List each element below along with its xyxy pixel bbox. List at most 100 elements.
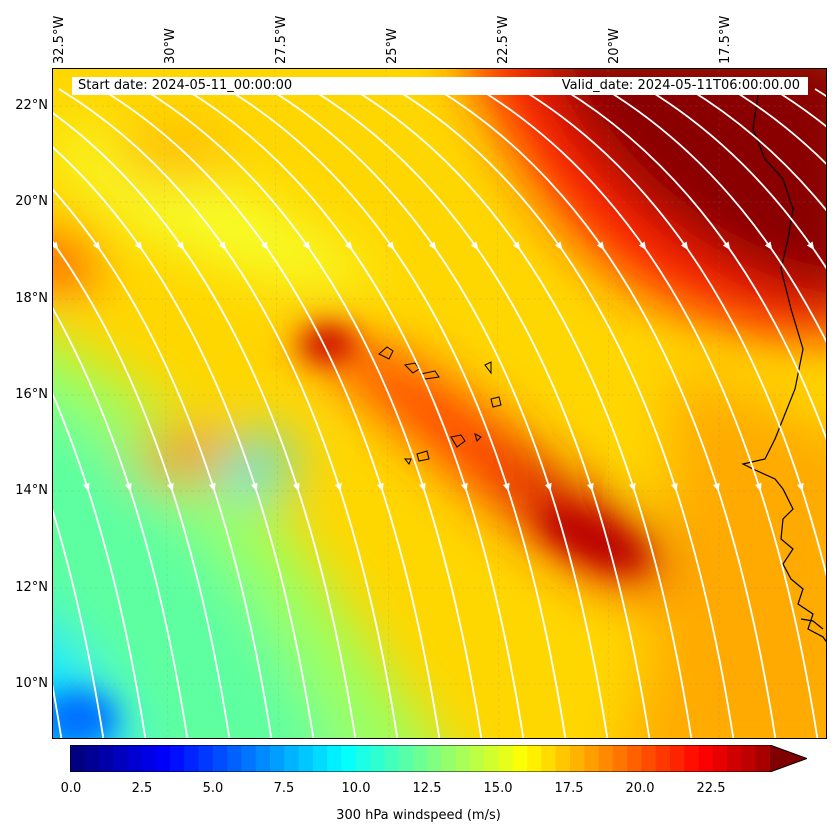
colorbar-cell [641,745,657,772]
lat-label: 16°N [15,387,48,402]
colorbar-cell [512,745,528,772]
colorbar-cell [70,745,85,772]
lon-label: 30°W [163,28,178,64]
colorbar-cell [698,745,714,772]
colorbar-tick: 20.0 [625,781,655,796]
streamline-arrow [460,482,468,492]
streamline-arrow [250,482,258,492]
streamline-arrow [82,482,90,492]
streamline [310,88,651,738]
colorbar-cell [170,745,185,772]
streamline-arrow [53,241,59,251]
lat-label: 20°N [15,194,48,209]
streamline-arrow [806,241,815,251]
streamline-arrow [754,482,762,492]
lon-label: 22.5°W [496,15,511,64]
colorbar-cell [455,745,471,772]
colorbar-cell [327,745,343,772]
colorbar-cell [341,745,357,772]
streamline-arrow [712,482,720,492]
lon-label: 32.5°W [52,15,67,64]
streamlines [53,88,826,738]
lat-label: 18°N [15,291,48,306]
colorbar-tick: 7.5 [273,781,295,796]
lat-label: 12°N [15,580,48,595]
colorbar-cell [527,745,543,772]
streamline-arrow [512,241,521,251]
colorbar-cell [127,745,143,772]
colorbar-cell [627,745,643,772]
colorbar-cell [670,745,685,772]
colorbar-cell [712,745,728,772]
streamline [53,307,189,738]
colorbar-cell [684,745,700,772]
lon-label: 27.5°W [274,15,289,64]
lat-label: 14°N [15,483,48,498]
streamline-arrow [670,482,678,492]
colorbar-cell [198,745,214,772]
lat-label: 22°N [15,98,48,113]
colorbar-cell [241,745,257,772]
lon-label: 17.5°W [718,15,733,64]
streamline-arrow [92,241,101,251]
streamline [58,88,399,738]
colorbar-tick: 10.0 [341,781,371,796]
colorbar-cell [441,745,457,772]
streamline-arrow [596,241,605,251]
colorbar-cell [255,745,271,772]
colorbar-cell [155,745,171,772]
colorbar-cell [284,745,300,772]
lat-label: 10°N [15,676,48,691]
streamline-arrow [428,241,437,251]
streamline [562,88,826,441]
streamline-arrow [586,482,594,492]
streamline [53,188,273,738]
streamline-arrow [502,482,510,492]
streamline [142,88,483,738]
streamline [646,88,826,270]
colorbar-cell [570,745,585,772]
streamline-arrow [418,482,426,492]
streamline-arrow [334,482,342,492]
colorbar-cell [555,745,571,772]
colorbar-cell [755,745,771,772]
colorbar-cell [112,745,128,772]
colorbar-cell [655,745,671,772]
streamline [730,88,826,165]
streamline [268,88,609,738]
streamline-arrow [376,482,384,492]
streamline [394,88,735,738]
colorbar-cell [212,745,228,772]
colorbar-cell [470,745,485,772]
colorbar-tick: 15.0 [483,781,513,796]
windspeed-field [53,69,826,738]
streamline-arrow [764,241,773,251]
lon-label: 20°W [607,28,622,64]
streamline [352,88,693,738]
streamline-arrow [260,241,269,251]
streamline [604,88,826,344]
colorbar-cell [384,745,400,772]
streamline-arrow [722,241,731,251]
map-title-bar: Start date: 2024-05-11_00:00:00 Valid_da… [72,77,808,95]
colorbar-cell [612,745,628,772]
colorbar-cell [98,745,114,772]
colorbar-label: 300 hPa windspeed (m/s) [336,808,501,823]
colorbar-extend-arrow [770,745,807,772]
streamline [100,88,441,738]
colorbar-cell [227,745,243,772]
streamline [53,392,147,738]
colorbar-cell [427,745,443,772]
streamline-arrow [680,241,689,251]
streamline-arrow [292,482,300,492]
colorbar-cell [541,745,557,772]
streamline-arrow [176,241,185,251]
start-date-label: Start date: 2024-05-11_00:00:00 [78,78,293,93]
streamline [478,88,819,738]
lon-label: 25°W [385,28,400,64]
colorbar-cell [412,745,428,772]
streamline-arrow [134,241,143,251]
streamline [53,508,105,738]
colorbar-cell [598,745,614,772]
colorbar-cell [498,745,514,772]
